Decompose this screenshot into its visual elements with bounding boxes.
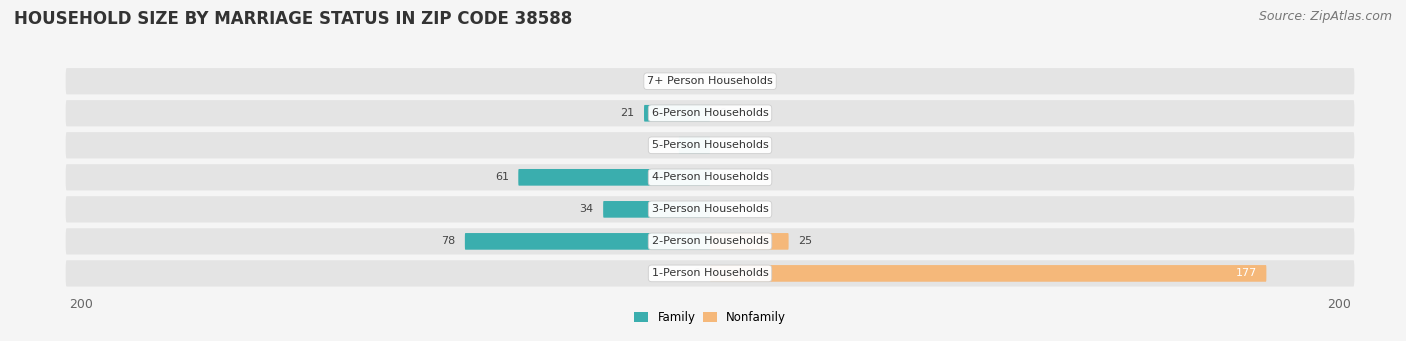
Text: 25: 25: [799, 236, 813, 247]
Legend: Family, Nonfamily: Family, Nonfamily: [628, 307, 792, 329]
Text: 4-Person Households: 4-Person Households: [651, 172, 769, 182]
FancyBboxPatch shape: [710, 233, 789, 250]
Text: 0: 0: [720, 172, 727, 182]
Text: 2-Person Households: 2-Person Households: [651, 236, 769, 247]
Text: 21: 21: [620, 108, 634, 118]
Text: 0: 0: [720, 204, 727, 214]
Text: Source: ZipAtlas.com: Source: ZipAtlas.com: [1258, 10, 1392, 23]
FancyBboxPatch shape: [66, 228, 1354, 254]
FancyBboxPatch shape: [603, 201, 710, 218]
Text: 0: 0: [720, 108, 727, 118]
Text: 7+ Person Households: 7+ Person Households: [647, 76, 773, 86]
Text: 5-Person Households: 5-Person Households: [651, 140, 769, 150]
FancyBboxPatch shape: [519, 169, 710, 186]
FancyBboxPatch shape: [644, 105, 710, 122]
Text: 177: 177: [1236, 268, 1257, 278]
Text: 0: 0: [720, 140, 727, 150]
Text: 0: 0: [693, 268, 700, 278]
FancyBboxPatch shape: [66, 100, 1354, 127]
FancyBboxPatch shape: [465, 233, 710, 250]
Text: 10: 10: [655, 140, 669, 150]
Text: 0: 0: [693, 76, 700, 86]
FancyBboxPatch shape: [679, 137, 710, 153]
FancyBboxPatch shape: [66, 68, 1354, 94]
Text: 78: 78: [441, 236, 456, 247]
Text: 34: 34: [579, 204, 593, 214]
Text: 61: 61: [495, 172, 509, 182]
Text: 6-Person Households: 6-Person Households: [651, 108, 769, 118]
FancyBboxPatch shape: [66, 196, 1354, 222]
Text: 0: 0: [720, 76, 727, 86]
FancyBboxPatch shape: [66, 132, 1354, 159]
FancyBboxPatch shape: [66, 260, 1354, 286]
Text: 3-Person Households: 3-Person Households: [651, 204, 769, 214]
FancyBboxPatch shape: [66, 164, 1354, 191]
FancyBboxPatch shape: [710, 265, 1267, 282]
Text: HOUSEHOLD SIZE BY MARRIAGE STATUS IN ZIP CODE 38588: HOUSEHOLD SIZE BY MARRIAGE STATUS IN ZIP…: [14, 10, 572, 28]
Text: 1-Person Households: 1-Person Households: [651, 268, 769, 278]
